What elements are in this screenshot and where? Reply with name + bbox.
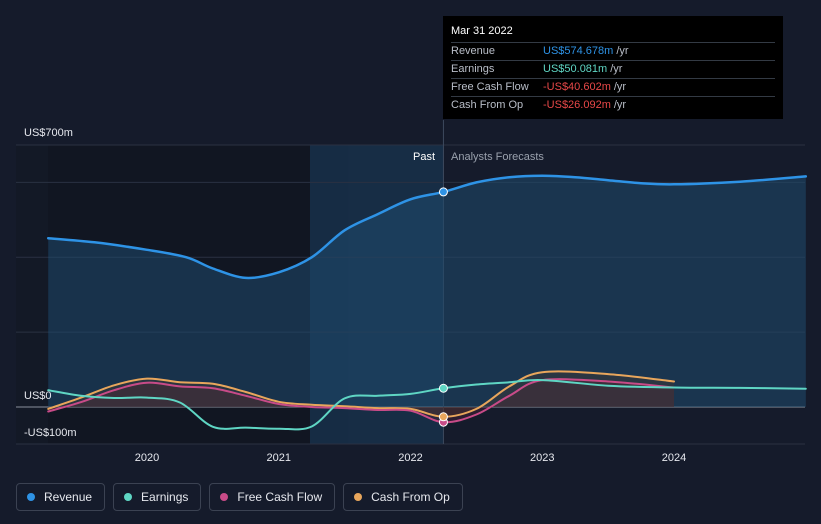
x-tick-label: 2022 <box>398 452 422 464</box>
legend: Revenue Earnings Free Cash Flow Cash Fro… <box>16 483 463 511</box>
tooltip-date: Mar 31 2022 <box>451 25 513 37</box>
y-axis-top-label: US$700m <box>24 127 73 139</box>
x-tick-label: 2024 <box>662 452 686 464</box>
tooltip-row-revenue: Revenue US$574.678m /yr <box>451 42 775 60</box>
tooltip: Mar 31 2022 Revenue US$574.678m /yr Earn… <box>443 16 783 119</box>
legend-label: Earnings <box>141 490 189 504</box>
tooltip-row-earnings: Earnings US$50.081m /yr <box>451 60 775 78</box>
x-axis-ticks: 2020 2021 2022 2023 2024 <box>135 452 686 464</box>
legend-item-cash-from-op[interactable]: Cash From Op <box>343 483 463 511</box>
earnings-marker <box>438 383 448 393</box>
legend-dot-icon <box>27 493 35 501</box>
hover-markers <box>438 187 448 427</box>
tooltip-value: -US$40.602m <box>543 81 611 93</box>
tooltip-label: Earnings <box>451 63 495 75</box>
cfo-marker <box>438 412 448 422</box>
legend-item-earnings[interactable]: Earnings <box>113 483 202 511</box>
x-tick-label: 2023 <box>530 452 554 464</box>
revenue-marker <box>438 187 448 197</box>
tooltip-label: Free Cash Flow <box>451 81 529 93</box>
past-label: Past <box>413 151 435 163</box>
forecast-label: Analysts Forecasts <box>451 151 544 163</box>
tooltip-value: US$50.081m <box>543 63 608 75</box>
legend-label: Revenue <box>44 490 93 504</box>
legend-item-revenue[interactable]: Revenue <box>16 483 106 511</box>
series-lines <box>46 174 808 431</box>
x-tick-label: 2020 <box>135 452 159 464</box>
x-tick-label: 2021 <box>267 452 291 464</box>
series-areas <box>48 175 806 423</box>
tooltip-label: Cash From Op <box>451 99 524 111</box>
tooltip-label: Revenue <box>451 45 496 57</box>
y-axis-zero-label: US$0 <box>24 390 52 402</box>
tooltip-value: -US$26.092m <box>543 99 611 111</box>
revenue-area <box>48 175 806 407</box>
earnings-line <box>47 378 807 431</box>
chart-text: US$700m US$0 -US$100m Past Analysts Fore… <box>24 127 544 439</box>
tooltip-unit: /yr <box>610 63 623 75</box>
tooltip-row-cfo: Cash From Op -US$26.092m /yr <box>451 96 775 114</box>
legend-dot-icon <box>354 493 363 501</box>
fcf-area <box>48 379 674 423</box>
tooltip-value: US$574.678m <box>543 45 614 57</box>
tooltip-unit: /yr <box>613 99 627 111</box>
legend-label: Free Cash Flow <box>237 490 323 504</box>
legend-label: Cash From Op <box>371 490 450 504</box>
cfo-area <box>48 371 674 417</box>
y-axis-bottom-label: -US$100m <box>24 427 77 439</box>
legend-dot-icon <box>124 493 133 501</box>
legend-item-free-cash-flow[interactable]: Free Cash Flow <box>209 483 336 511</box>
legend-dot-icon <box>220 493 229 501</box>
tooltip-unit: /yr <box>616 45 629 57</box>
tooltip-row-fcf: Free Cash Flow -US$40.602m /yr <box>451 78 775 96</box>
tooltip-unit: /yr <box>613 81 627 93</box>
revenue-line <box>46 174 808 280</box>
